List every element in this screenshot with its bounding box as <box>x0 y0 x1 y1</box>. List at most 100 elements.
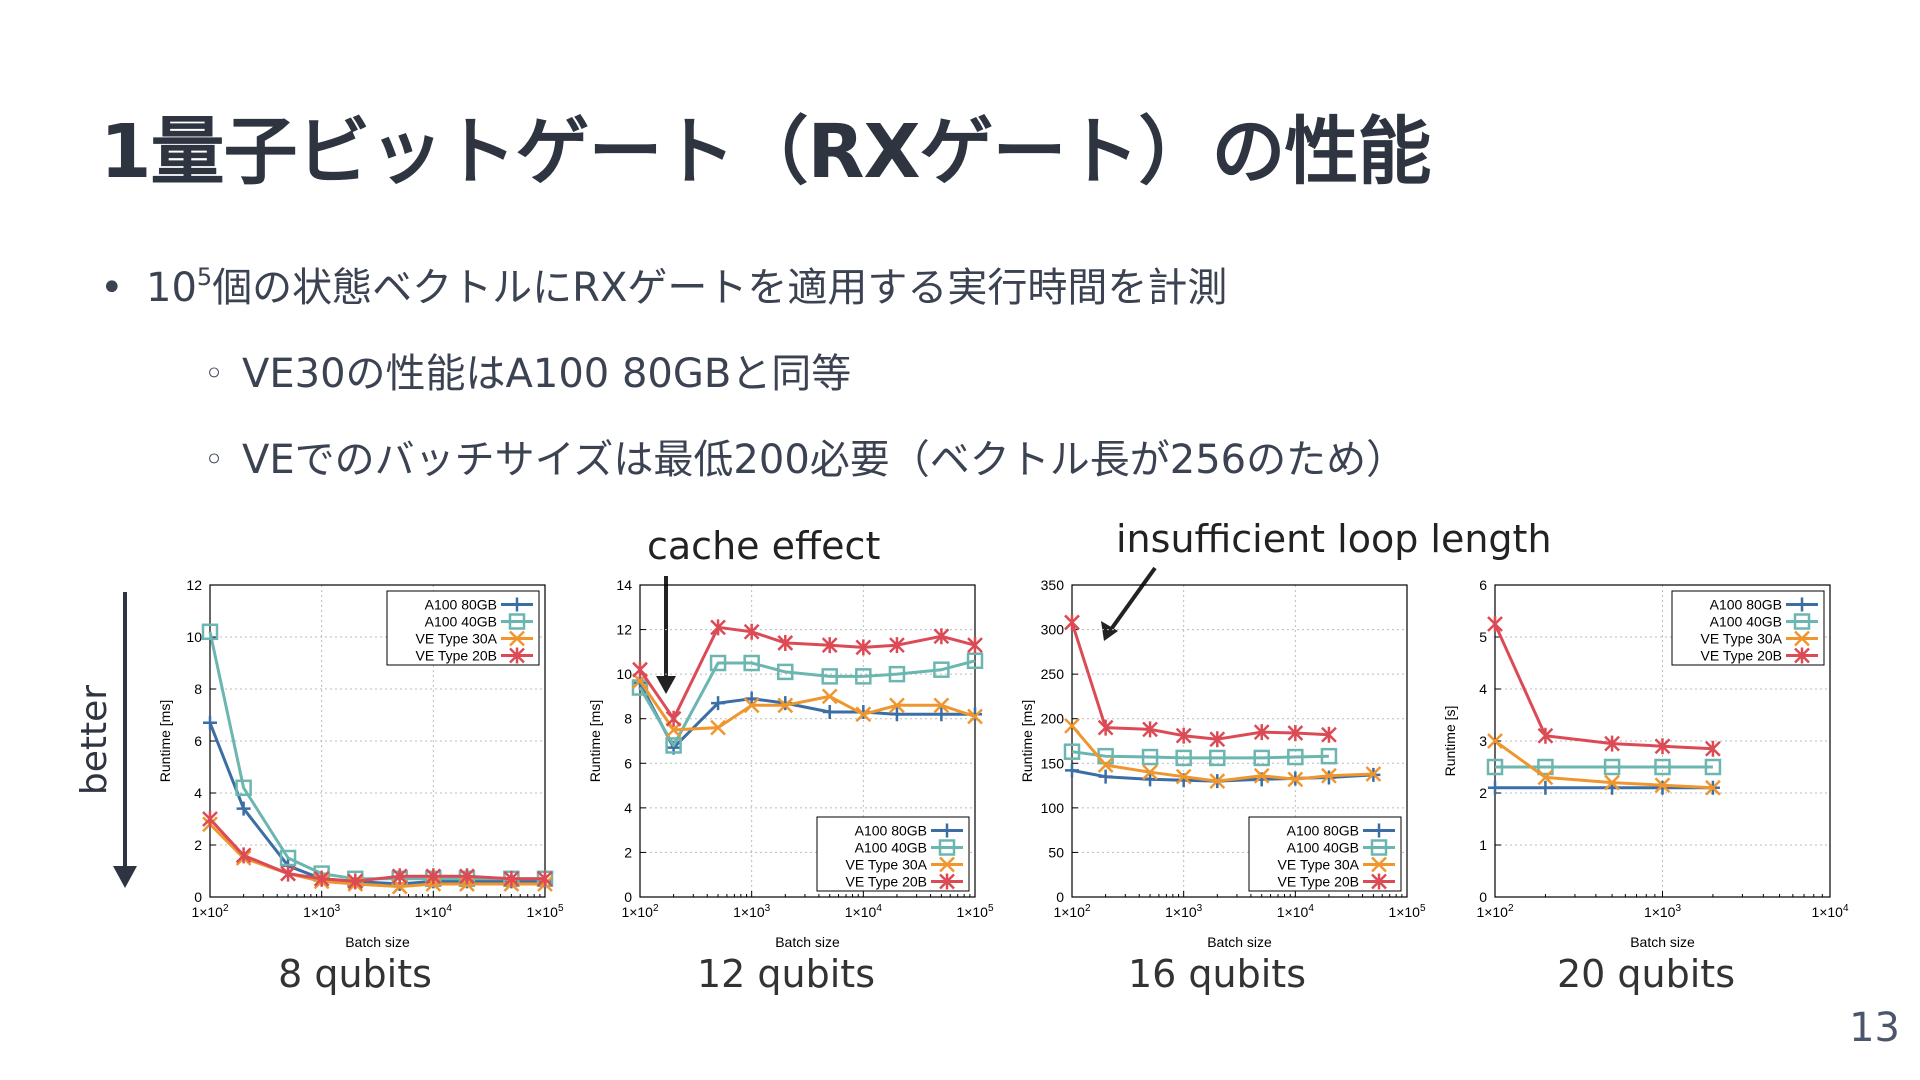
x-tick-label: 1×104 <box>845 903 883 920</box>
y-tick-label: 10 <box>616 666 632 682</box>
x-axis-label: Batch size <box>345 934 410 950</box>
data-point-ve-type-20b <box>1604 735 1620 752</box>
legend-label-ve-type-20b: VE Type 20B <box>1701 648 1782 664</box>
data-point-ve-type-20b <box>1097 719 1114 736</box>
y-tick-label: 50 <box>1048 844 1064 860</box>
legend-marker-a100-80gb <box>510 597 524 612</box>
series-line-a100-40gb <box>638 659 976 747</box>
y-tick-label: 100 <box>1041 800 1065 816</box>
data-point-a100-40gb <box>1175 749 1192 767</box>
y-tick-label: 0 <box>624 889 632 905</box>
legend-marker-ve-type-30a <box>1371 856 1387 873</box>
legend-label-a100-80gb: A100 80GB <box>1287 823 1359 839</box>
legend-label-ve-type-30a: VE Type 30A <box>846 857 928 873</box>
y-tick-label: 6 <box>194 733 202 749</box>
series-line-a100-40gb <box>1071 750 1329 760</box>
x-tick-label: 1×102 <box>191 903 229 920</box>
legend-marker-a100-40gb <box>508 613 526 630</box>
data-point-ve-type-30a <box>710 719 726 736</box>
x-tick-label: 1×104 <box>1277 903 1315 920</box>
y-tick-label: 0 <box>1056 889 1064 905</box>
data-point-ve-type-30a <box>855 706 872 723</box>
series-a100-80gb <box>633 676 982 755</box>
series-ve-type-20b <box>632 619 983 727</box>
data-point-ve-type-30a <box>1175 768 1192 785</box>
data-point-ve-type-30a <box>967 708 983 725</box>
series-line-ve-type-20b <box>1070 621 1329 741</box>
legend-marker-ve-type-30a <box>1794 630 1810 647</box>
legend-label-a100-40gb: A100 40GB <box>855 840 927 856</box>
plot-frame <box>639 584 976 898</box>
data-point-ve-type-20b <box>1209 731 1226 748</box>
data-point-ve-type-30a <box>1654 777 1671 794</box>
series-ve-type-30a <box>632 672 983 738</box>
sub-bullet-list: VE30の性能はA100 80GBと同等 VEでのバッチサイズは最低200必要（… <box>146 344 1406 490</box>
data-point-a100-40gb <box>709 654 727 672</box>
data-point-a100-80gb <box>203 715 217 730</box>
x-tick-label: 1×105 <box>1388 903 1426 920</box>
chart-16-qubits: 0 50 100 150 200 250 300 350 1×102 1×103 1×104 1×10… <box>1019 577 1426 950</box>
bullet-measurement-exponent: 5 <box>196 263 213 291</box>
series-a100-80gb <box>203 715 552 891</box>
data-point-ve-type-20b <box>1705 740 1721 757</box>
annotation-insufficient-loop: insufficient loop length <box>1116 517 1552 561</box>
data-point-a100-80gb <box>744 691 759 706</box>
data-point-ve-type-30a <box>743 697 760 714</box>
x-tick-label: 1×102 <box>1476 903 1514 920</box>
data-point-ve-type-20b <box>391 868 408 885</box>
data-point-ve-type-20b <box>280 865 296 882</box>
x-axis-label: Batch size <box>1630 934 1695 950</box>
x-tick-label: 1×103 <box>1165 903 1203 920</box>
data-point-ve-type-30a <box>1365 766 1382 782</box>
data-point-a100-80gb <box>1655 780 1670 795</box>
data-point-a100-80gb <box>889 707 904 722</box>
data-point-ve-type-30a <box>1705 779 1721 796</box>
page-number: 13 <box>1849 1005 1900 1051</box>
y-tick-label: 2 <box>194 837 202 853</box>
y-tick-label: 4 <box>1479 681 1487 697</box>
y-tick-label: 300 <box>1041 622 1065 638</box>
data-point-a100-40gb <box>777 663 794 681</box>
data-point-ve-type-20b <box>347 873 364 890</box>
x-tick-label: 1×103 <box>303 903 341 920</box>
legend-label-a100-40gb: A100 40GB <box>425 614 497 630</box>
y-tick-label: 350 <box>1041 577 1065 593</box>
data-point-ve-type-20b <box>1287 724 1304 741</box>
cache-effect-arrow-head <box>656 676 676 694</box>
data-point-ve-type-30a <box>889 697 905 714</box>
legend-marker-ve-type-20b <box>509 647 525 664</box>
data-point-a100-40gb <box>1603 758 1621 776</box>
sub-bullet-performance: VE30の性能はA100 80GBと同等 <box>146 344 1406 404</box>
series-ve-type-20b <box>1487 616 1721 757</box>
data-point-a100-80gb <box>711 696 726 711</box>
data-point-a100-40gb <box>1287 748 1304 766</box>
series-line-ve-type-30a <box>638 679 976 732</box>
better-label: better <box>74 685 115 795</box>
panel-label-12-qubits: 12 qubits <box>696 952 875 996</box>
y-axis-label: Runtime [ms] <box>1019 700 1035 782</box>
data-point-a100-40gb <box>1253 749 1270 767</box>
y-tick-label: 12 <box>616 622 632 638</box>
y-tick-label: 6 <box>624 755 632 771</box>
data-point-ve-type-20b <box>967 637 983 654</box>
data-point-ve-type-20b <box>710 619 726 636</box>
y-tick-label: 10 <box>186 629 202 645</box>
x-tick-label: 1×104 <box>415 903 453 920</box>
y-tick-label: 8 <box>194 681 202 697</box>
better-arrow-head <box>113 866 137 888</box>
loop-length-arrow <box>1110 566 1157 630</box>
y-tick-label: 1 <box>1479 837 1487 853</box>
data-point-ve-type-20b <box>1064 614 1080 631</box>
data-point-ve-type-30a <box>777 697 794 714</box>
y-tick-label: 4 <box>624 800 632 816</box>
legend-marker-ve-type-20b <box>1371 873 1387 890</box>
y-tick-label: 200 <box>1041 711 1065 727</box>
series-line-ve-type-20b <box>638 625 976 721</box>
x-tick-label: 1×102 <box>621 903 659 920</box>
legend-label-a100-80gb: A100 80GB <box>425 597 497 613</box>
slide-title: 1量子ビットゲート（RXゲート）の性能 <box>100 109 1432 195</box>
x-tick-label: 1×103 <box>1644 903 1682 920</box>
data-point-a100-40gb <box>665 737 682 754</box>
data-point-ve-type-20b <box>743 623 760 640</box>
